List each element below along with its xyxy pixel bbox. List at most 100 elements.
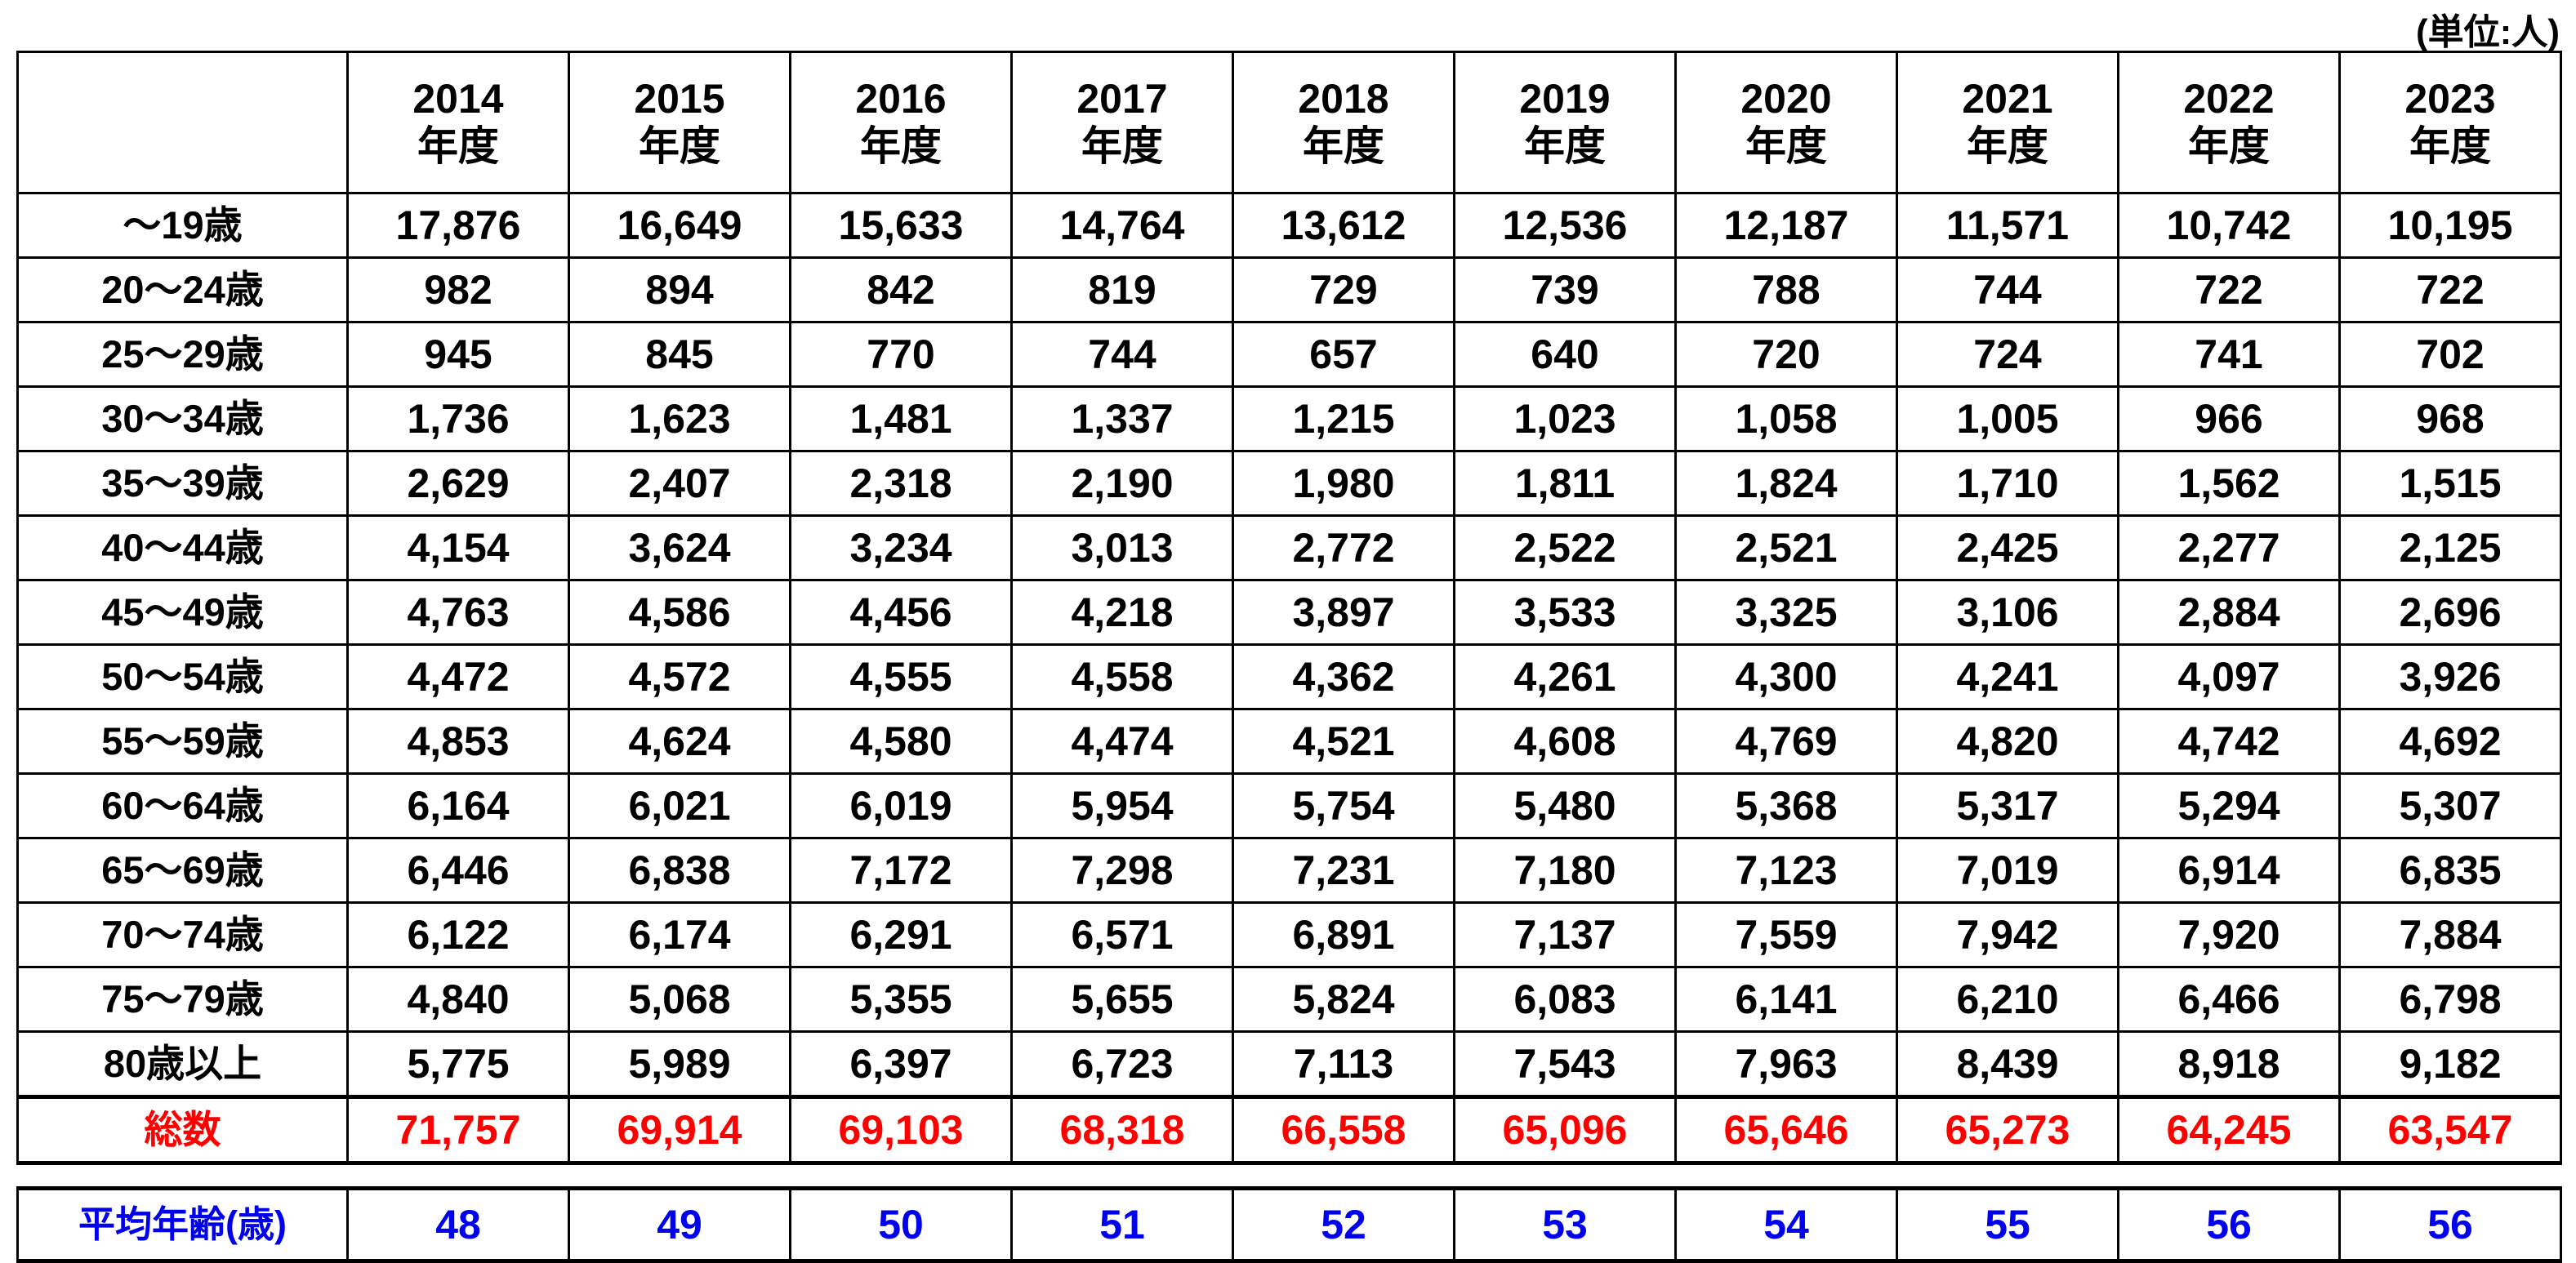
data-cell: 3,013	[1010, 514, 1234, 581]
data-cell: 5,954	[1010, 772, 1234, 839]
data-cell: 5,068	[568, 966, 791, 1033]
year-suffix: 年度	[1967, 123, 2048, 169]
row-label: 65〜69歳	[16, 837, 349, 904]
data-cell: 2,522	[1453, 514, 1677, 581]
row-label: 35〜39歳	[16, 450, 349, 517]
total-cell: 63,547	[2338, 1095, 2562, 1165]
data-cell: 722	[2338, 256, 2562, 323]
data-cell: 1,215	[1232, 385, 1455, 452]
data-cell: 6,174	[568, 901, 791, 968]
data-cell: 2,521	[1674, 514, 1898, 581]
data-cell: 6,019	[789, 772, 1013, 839]
data-cell: 4,456	[789, 579, 1013, 646]
data-cell: 7,942	[1896, 901, 2119, 968]
table-row: 55〜59歳 4,853 4,624 4,580 4,474 4,521 4,608 4,76…	[16, 708, 2562, 775]
data-cell: 7,231	[1232, 837, 1455, 904]
data-cell: 12,536	[1453, 192, 1677, 259]
year-suffix: 年度	[1524, 123, 1606, 169]
data-cell: 4,241	[1896, 643, 2119, 710]
average-age-cell: 48	[346, 1186, 570, 1263]
column-header-2022: 2022 年度	[2117, 51, 2341, 194]
data-cell: 6,571	[1010, 901, 1234, 968]
data-cell: 5,824	[1232, 966, 1455, 1033]
data-cell: 7,137	[1453, 901, 1677, 968]
data-cell: 7,298	[1010, 837, 1234, 904]
year-suffix: 年度	[2188, 123, 2270, 169]
column-header-2018: 2018 年度	[1232, 51, 1455, 194]
data-cell: 2,425	[1896, 514, 2119, 581]
row-label: 75〜79歳	[16, 966, 349, 1033]
year-number: 2021	[1962, 75, 2053, 122]
data-cell: 4,624	[568, 708, 791, 775]
age-distribution-table: 2014 年度 2015 年度 2016 年度 2017 年度 2018 年	[16, 51, 2562, 1165]
data-cell: 5,294	[2117, 772, 2341, 839]
data-cell: 1,562	[2117, 450, 2341, 517]
data-cell: 6,838	[568, 837, 791, 904]
average-age-cell: 55	[1896, 1186, 2119, 1263]
data-cell: 4,097	[2117, 643, 2341, 710]
data-cell: 6,141	[1674, 966, 1898, 1033]
average-age-cell: 50	[789, 1186, 1013, 1263]
data-cell: 15,633	[789, 192, 1013, 259]
data-cell: 8,918	[2117, 1030, 2341, 1098]
data-cell: 966	[2117, 385, 2341, 452]
data-cell: 4,218	[1010, 579, 1234, 646]
data-cell: 4,763	[346, 579, 570, 646]
row-label: 45〜49歳	[16, 579, 349, 646]
data-cell: 7,543	[1453, 1030, 1677, 1098]
row-label: 55〜59歳	[16, 708, 349, 775]
data-cell: 894	[568, 256, 791, 323]
year-suffix: 年度	[2409, 123, 2491, 169]
average-age-label: 平均年齢(歳)	[16, 1186, 349, 1263]
data-cell: 4,769	[1674, 708, 1898, 775]
data-cell: 7,559	[1674, 901, 1898, 968]
data-cell: 968	[2338, 385, 2562, 452]
data-cell: 1,058	[1674, 385, 1898, 452]
data-cell: 4,742	[2117, 708, 2341, 775]
year-suffix: 年度	[1745, 123, 1827, 169]
row-label: 〜19歳	[16, 192, 349, 259]
data-cell: 3,106	[1896, 579, 2119, 646]
year-number: 2018	[1298, 75, 1389, 122]
data-cell: 1,980	[1232, 450, 1455, 517]
table-row: 70〜74歳 6,122 6,174 6,291 6,571 6,891 7,137 7,55…	[16, 901, 2562, 968]
data-cell: 845	[568, 321, 791, 388]
unit-note: (単位:人)	[2416, 12, 2560, 52]
data-cell: 3,533	[1453, 579, 1677, 646]
table-row: 50〜54歳 4,472 4,572 4,555 4,558 4,362 4,261 4,30…	[16, 643, 2562, 710]
data-cell: 5,317	[1896, 772, 2119, 839]
data-cell: 4,853	[346, 708, 570, 775]
table-header: 2014 年度 2015 年度 2016 年度 2017 年度 2018 年	[16, 51, 2562, 194]
data-cell: 4,820	[1896, 708, 2119, 775]
data-cell: 744	[1896, 256, 2119, 323]
data-cell: 12,187	[1674, 192, 1898, 259]
data-cell: 6,210	[1896, 966, 2119, 1033]
data-cell: 1,824	[1674, 450, 1898, 517]
average-age-body: 平均年齢(歳) 48 49 50 51 52 53 54 55 56 56	[16, 1186, 2562, 1263]
table-body: 〜19歳 17,876 16,649 15,633 14,764 13,612 12,536…	[16, 192, 2562, 1165]
row-label: 70〜74歳	[16, 901, 349, 968]
data-cell: 2,407	[568, 450, 791, 517]
year-suffix: 年度	[1303, 123, 1384, 169]
year-suffix: 年度	[1081, 123, 1163, 169]
year-suffix: 年度	[417, 123, 499, 169]
column-header-2015: 2015 年度	[568, 51, 791, 194]
data-cell: 702	[2338, 321, 2562, 388]
year-number: 2023	[2404, 75, 2496, 122]
data-cell: 6,723	[1010, 1030, 1234, 1098]
data-cell: 5,355	[789, 966, 1013, 1033]
total-cell: 71,757	[346, 1095, 570, 1165]
data-cell: 6,083	[1453, 966, 1677, 1033]
header-row: 2014 年度 2015 年度 2016 年度 2017 年度 2018 年	[16, 51, 2562, 194]
data-cell: 7,180	[1453, 837, 1677, 904]
row-label: 20〜24歳	[16, 256, 349, 323]
row-label: 50〜54歳	[16, 643, 349, 710]
data-cell: 729	[1232, 256, 1455, 323]
table-row: 35〜39歳 2,629 2,407 2,318 2,190 1,980 1,811 1,82…	[16, 450, 2562, 517]
data-cell: 7,123	[1674, 837, 1898, 904]
data-cell: 3,325	[1674, 579, 1898, 646]
data-cell: 7,019	[1896, 837, 2119, 904]
data-cell: 4,572	[568, 643, 791, 710]
data-cell: 3,926	[2338, 643, 2562, 710]
row-label: 80歳以上	[16, 1030, 349, 1098]
